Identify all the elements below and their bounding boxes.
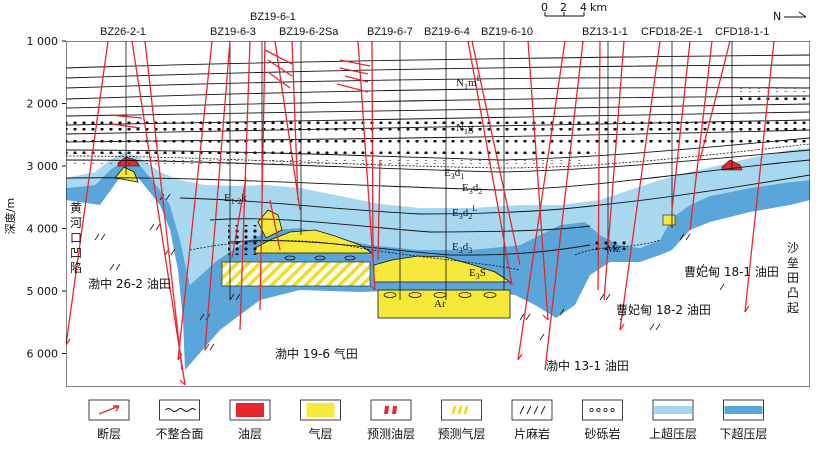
legend-item: 砂砾岩: [582, 399, 623, 441]
well-label: CFD18-1-1: [715, 26, 769, 38]
unconformity-lines: [66, 143, 810, 271]
legend-label: 预测油层: [367, 427, 415, 441]
vertical-char: 凸: [787, 286, 799, 300]
legend-item: 预测油层: [367, 399, 415, 441]
legend-item: 油层: [229, 399, 271, 441]
vertical-char: 沙: [787, 241, 799, 255]
stratum-label: E3d2L: [452, 204, 477, 221]
vertical-char: 河: [70, 216, 82, 230]
fault-icon: [88, 399, 130, 421]
conglomerate-icon: [582, 399, 623, 421]
gneiss-marks: [94, 193, 725, 351]
scale-tick: 2: [560, 1, 567, 14]
scale-tick: 4: [580, 1, 587, 14]
basement-ellipses: [284, 255, 497, 298]
stratum-label: Ar: [434, 298, 446, 310]
oil-layer-icon: [229, 399, 271, 421]
fault-arrows: [66, 279, 750, 386]
stratum-label: E3d3: [452, 241, 472, 255]
unconformity-icon: [159, 399, 200, 421]
gas-accumulation: [373, 255, 512, 283]
vertical-char: 口: [70, 231, 82, 245]
legend-label: 油层: [238, 427, 262, 441]
fault-lines: [66, 41, 775, 386]
stratum-label: N1mL: [456, 74, 482, 91]
axis-tick-label: 1 000: [27, 35, 59, 48]
legend-label: 片麻岩: [514, 426, 550, 441]
well-label: BZ19-6-3: [210, 26, 256, 38]
legend-label: 不整合面: [155, 426, 203, 441]
legend-item: 断层: [88, 399, 130, 441]
vertical-char: 凹: [70, 246, 82, 260]
legend-label: 气层: [308, 426, 332, 441]
predicted-gas-zone: [221, 261, 371, 287]
well-label: CFD18-2E-1: [641, 26, 703, 38]
field-label: 曹妃甸 18-2 油田: [616, 303, 711, 317]
stratum-label: Mz: [606, 243, 621, 255]
north-arrow-icon: N: [773, 10, 807, 23]
axis-label: 深度/m: [3, 198, 17, 234]
field-labels: 渤中 26-2 油田 渤中 19-6 气田 渤中 13-1 油田 曹妃甸 18-…: [70, 201, 799, 373]
well-label: BZ19-6-7: [367, 26, 413, 38]
upper-overpressure-icon: [652, 399, 694, 421]
well-label: BZ19-6-10: [481, 26, 533, 38]
legend-item: 上超压层: [649, 399, 697, 441]
scale-tick: 0: [541, 1, 548, 14]
well-label: BZ26-2-1: [100, 26, 146, 38]
stratum-label: E3d1: [444, 167, 464, 181]
stratum-label: E3d2: [462, 182, 482, 196]
legend-item: 片麻岩: [511, 399, 553, 441]
well-label: BZ19-6-2Sa: [279, 26, 339, 38]
scale-unit: km: [590, 1, 607, 14]
vertical-char: 陷: [70, 260, 82, 275]
legend-item: 预测气层: [437, 399, 486, 441]
legend: 断层 不整合面 油层 气层 预测油层 预测气层 片麻岩 砂砾岩 上超压层 下超压层: [88, 399, 768, 441]
well-lines: [125, 41, 733, 300]
vertical-char: 起: [787, 301, 799, 315]
axis-tick-label: 4 000: [27, 223, 59, 236]
well-label: BZ19-6-4: [424, 26, 470, 38]
strata-labels: N1mL N1g E3d1 E3d2 E3d2L E3d3 E1-2k E3S …: [224, 74, 621, 310]
well-label: BZ19-6-1: [250, 11, 296, 23]
gneiss-icon: [511, 399, 553, 421]
legend-item: 气层: [300, 399, 341, 441]
well-labels: BZ26-2-1 BZ19-6-3 BZ19-6-1 BZ19-6-2Sa BZ…: [100, 11, 769, 38]
gas-accumulation: [377, 289, 511, 319]
legend-label: 上超压层: [649, 426, 697, 441]
scale-bar: 0 2 4 km: [541, 1, 607, 17]
predicted-gas-icon: [441, 399, 482, 421]
legend-label: 断层: [97, 426, 121, 441]
field-label: 曹妃甸 18-1 油田: [684, 265, 779, 279]
well-label: BZ13-1-1: [582, 26, 628, 38]
vertical-char: 黄: [70, 201, 82, 215]
legend-label: 下超压层: [719, 426, 767, 441]
field-label: 渤中 13-1 油田: [546, 358, 629, 373]
stratum-label: N1g: [456, 122, 474, 136]
gas-accumulation: [662, 214, 676, 226]
lower-overpressure-icon: [723, 399, 764, 421]
field-label: 渤中 26-2 油田: [88, 276, 171, 291]
section-body: [66, 41, 810, 387]
upper-overpressure-body: [66, 148, 810, 285]
predicted-oil-icon: [370, 399, 412, 421]
depth-axis: 深度/m 1 000 2 000 3 000 4 000 5 000 6 000: [3, 35, 66, 361]
north-label: N: [773, 10, 781, 23]
axis-tick-label: 6 000: [27, 348, 59, 361]
axis-tick-label: 3 000: [27, 160, 59, 173]
field-label: 渤中 19-6 气田: [275, 346, 358, 361]
axis-tick-label: 5 000: [27, 285, 59, 298]
stratum-label: E1-2k: [224, 192, 247, 206]
legend-item: 不整合面: [155, 399, 204, 441]
legend-label: 预测气层: [437, 426, 485, 441]
axis-tick-label: 2 000: [27, 98, 59, 111]
vertical-char: 垒: [787, 256, 799, 270]
stratum-label: E3S: [469, 267, 486, 281]
legend-label: 砂砾岩: [584, 426, 620, 441]
legend-item: 下超压层: [719, 399, 768, 441]
vertical-char: 田: [787, 271, 799, 285]
gas-layer-icon: [300, 399, 341, 421]
